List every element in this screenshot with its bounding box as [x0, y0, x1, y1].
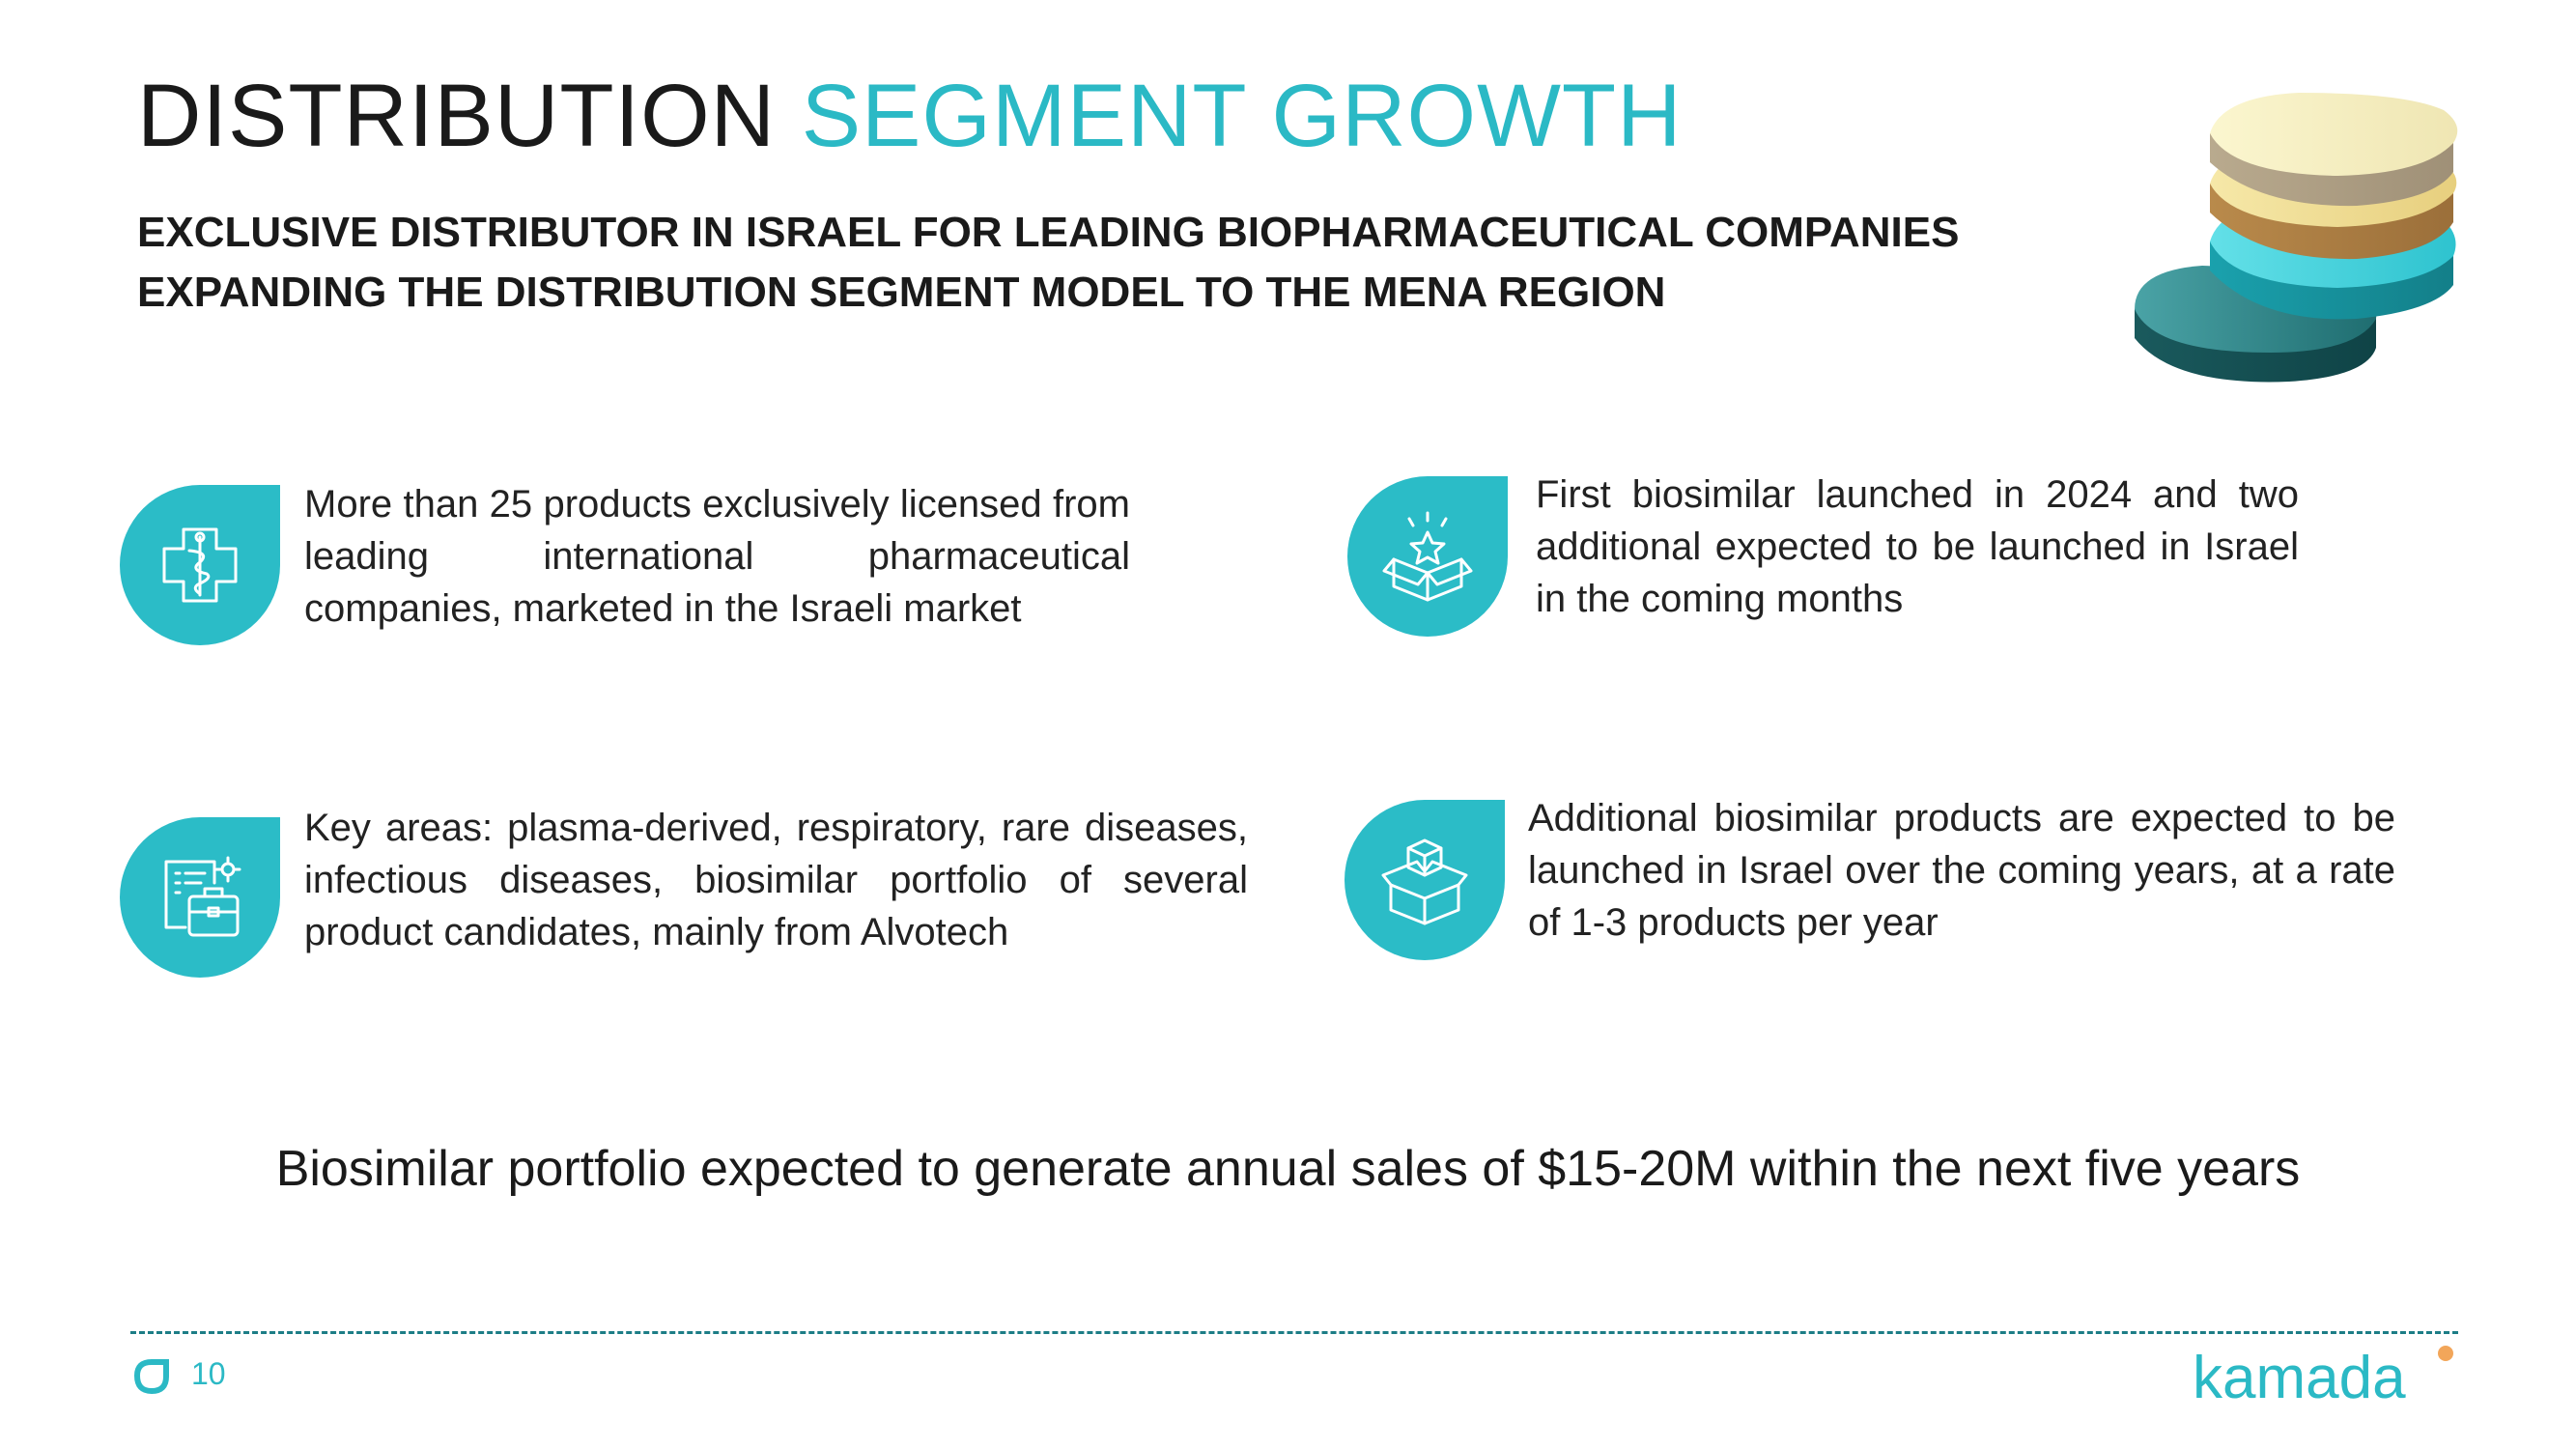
subtitle-line-1: EXCLUSIVE DISTRIBUTOR IN ISRAEL FOR LEAD…: [137, 209, 1960, 256]
page-title: DISTRIBUTION SEGMENT GROWTH: [137, 67, 1683, 165]
kamada-logo: kamada: [2193, 1345, 2453, 1411]
briefcase-document-icon: [164, 856, 241, 937]
kamada-drop-icon: [133, 1359, 169, 1395]
feature-text: Key areas: plasma-derived, respiratory, …: [304, 807, 1248, 953]
footer-divider: [130, 1331, 2458, 1334]
stacked-layers-illustration: [2135, 93, 2458, 383]
medical-cross-caduceus-icon: [162, 527, 238, 603]
feature-text: First biosimilar launched in 2024 and tw…: [1536, 473, 2299, 620]
feature-icon-badge: [1347, 476, 1508, 637]
logo-text: kamada: [2193, 1345, 2406, 1411]
title-accent: SEGMENT GROWTH: [801, 67, 1683, 165]
feature-icon-badge: [120, 485, 280, 645]
feature-text: Additional biosimilar products are expec…: [1528, 797, 2395, 944]
title-main: DISTRIBUTION: [137, 67, 777, 165]
feature-icon-badge: [120, 817, 280, 978]
stacked-boxes-icon: [1381, 838, 1468, 925]
feature-text: More than 25 products exclusively licens…: [304, 483, 1130, 630]
feature-icon-badge: [1345, 800, 1505, 960]
subtitle: EXCLUSIVE DISTRIBUTOR IN ISRAEL FOR LEAD…: [137, 203, 1959, 323]
page-number: 10: [191, 1356, 226, 1391]
subtitle-line-2: EXPANDING THE DISTRIBUTION SEGMENT MODEL…: [137, 269, 1666, 316]
conclusion-statement: Biosimilar portfolio expected to generat…: [275, 1141, 2301, 1197]
open-box-star-icon: [1382, 511, 1473, 602]
